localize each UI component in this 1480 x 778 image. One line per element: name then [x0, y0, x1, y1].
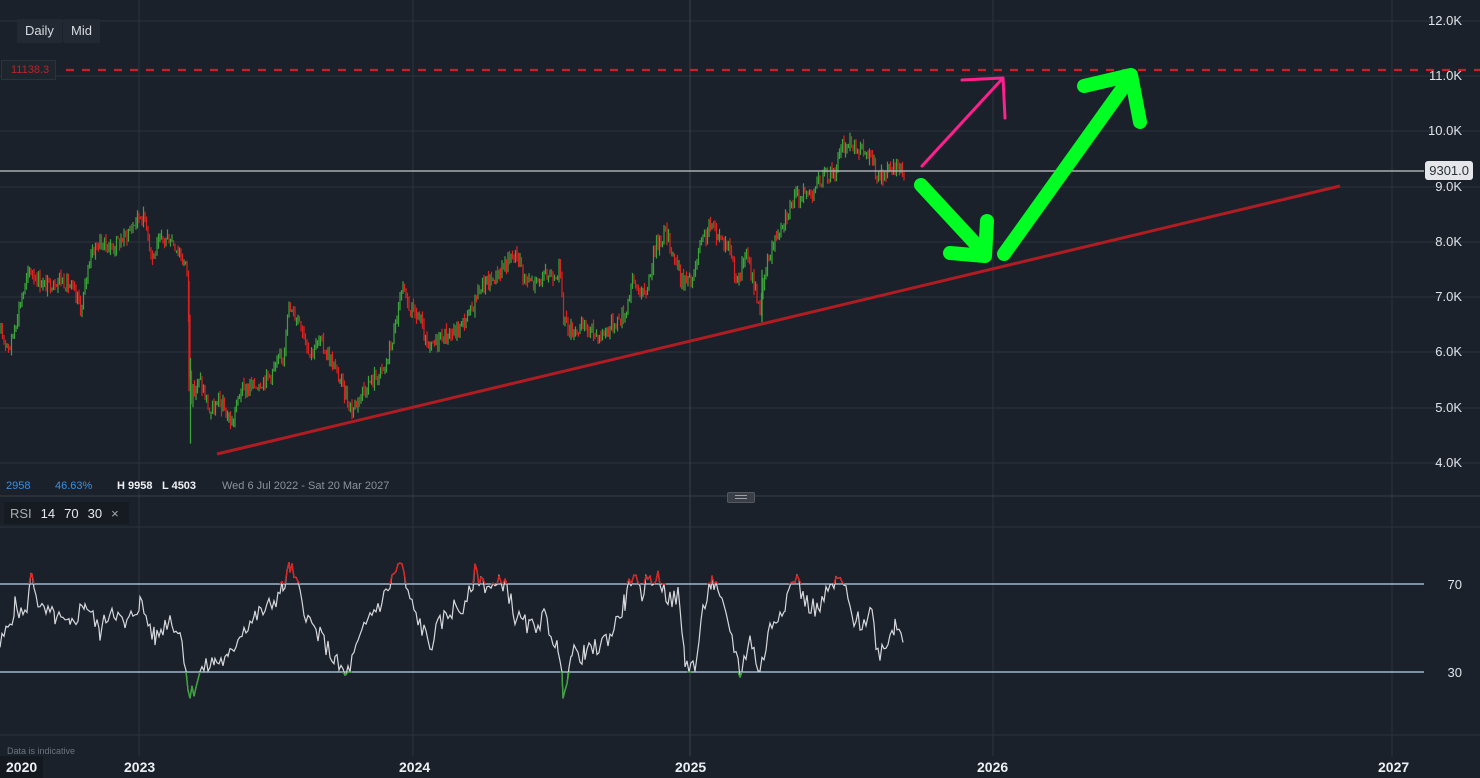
period-high: H 9958: [117, 480, 153, 492]
disclaimer-text: Data is indicative: [7, 746, 76, 756]
price-type-button[interactable]: Mid: [63, 19, 100, 43]
date-range: Wed 6 Jul 2022 - Sat 20 Mar 2027: [222, 480, 390, 492]
price-tick: 7.0K: [1435, 289, 1462, 304]
target-level-tag: 11138.3: [1, 60, 57, 80]
price-bars: [0, 132, 905, 444]
green-arrow-up: [997, 68, 1147, 261]
support-trendline: [216, 184, 1341, 456]
pink-arrow-up: [920, 76, 1007, 168]
drawing-annotations: [0, 68, 1480, 456]
rsi-tick-30: 30: [1447, 665, 1462, 680]
rsi-upper: 70: [64, 505, 79, 521]
price-tick: 4.0K: [1435, 455, 1462, 470]
rsi-name: RSI: [10, 505, 32, 521]
price-tick: 11.0K: [1428, 68, 1462, 83]
grid-lines: [0, 0, 1480, 756]
price-tick: 10.0K: [1428, 123, 1462, 138]
price-tick: 6.0K: [1435, 344, 1462, 359]
price-tick: 5.0K: [1435, 400, 1462, 415]
rsi-tick-70: 70: [1447, 577, 1462, 592]
interval-button[interactable]: Daily: [17, 19, 62, 43]
rsi-plot: [0, 561, 1424, 699]
time-tick-2020: 2020: [0, 756, 44, 778]
price-tick: 9.0K: [1435, 179, 1462, 194]
close-icon[interactable]: ×: [111, 505, 119, 521]
time-tick-2023: 2023: [124, 759, 156, 775]
time-tick-2025: 2025: [675, 759, 707, 775]
rsi-period: 14: [40, 505, 56, 521]
rsi-legend[interactable]: RSI 14 70 30 ×: [4, 502, 129, 524]
time-tick-2027: 2027: [1378, 759, 1410, 775]
change-value: 2958: [6, 480, 31, 492]
current-price-tag: 9301.0: [1425, 161, 1473, 180]
pane-resize-handle[interactable]: [727, 492, 755, 503]
green-arrow-down: [914, 178, 994, 263]
price-tick: 12.0K: [1428, 13, 1462, 28]
rsi-line: [0, 561, 904, 699]
rsi-lower: 30: [87, 505, 103, 521]
time-tick-2026: 2026: [977, 759, 1009, 775]
info-bar: 2958 46.63% H 9958 L 4503 Wed 6 Jul 2022…: [6, 480, 389, 492]
time-tick-2024: 2024: [399, 759, 431, 775]
price-tick: 8.0K: [1435, 234, 1462, 249]
change-percent: 46.63%: [55, 480, 93, 492]
period-low: L 4503: [162, 480, 197, 492]
